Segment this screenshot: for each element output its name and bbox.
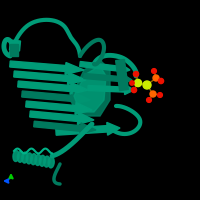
Ellipse shape xyxy=(39,155,45,166)
Circle shape xyxy=(153,75,159,81)
Polygon shape xyxy=(88,85,134,95)
Polygon shape xyxy=(70,60,110,116)
Circle shape xyxy=(158,78,164,84)
Polygon shape xyxy=(34,121,96,134)
Ellipse shape xyxy=(44,156,50,167)
Polygon shape xyxy=(22,91,90,104)
Polygon shape xyxy=(80,62,130,74)
Polygon shape xyxy=(84,74,132,84)
Polygon shape xyxy=(30,111,94,124)
Circle shape xyxy=(150,91,156,97)
Polygon shape xyxy=(74,66,106,112)
Polygon shape xyxy=(18,81,88,94)
Ellipse shape xyxy=(17,151,23,162)
Circle shape xyxy=(152,69,156,73)
Ellipse shape xyxy=(22,152,28,163)
Circle shape xyxy=(133,71,139,77)
Polygon shape xyxy=(10,44,18,56)
Polygon shape xyxy=(26,101,92,114)
Circle shape xyxy=(158,93,162,97)
Circle shape xyxy=(130,81,134,85)
Ellipse shape xyxy=(35,155,41,165)
Ellipse shape xyxy=(13,151,19,161)
Polygon shape xyxy=(10,40,20,51)
Circle shape xyxy=(147,98,151,102)
Polygon shape xyxy=(56,122,120,135)
Circle shape xyxy=(131,87,137,93)
Ellipse shape xyxy=(26,153,32,164)
Polygon shape xyxy=(14,71,86,84)
Polygon shape xyxy=(116,59,128,91)
Circle shape xyxy=(143,81,151,89)
Polygon shape xyxy=(10,61,84,74)
Ellipse shape xyxy=(31,154,37,165)
Ellipse shape xyxy=(48,157,54,168)
Circle shape xyxy=(134,79,142,87)
